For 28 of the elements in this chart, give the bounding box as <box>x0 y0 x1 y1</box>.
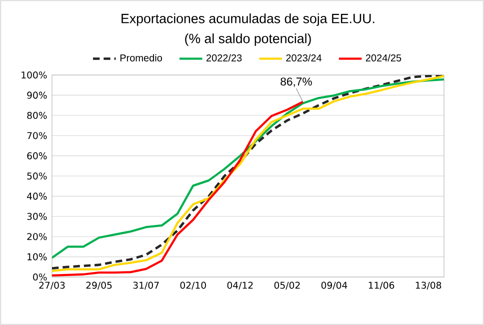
legend-label: 2022/23 <box>206 54 242 62</box>
y-tick-label: 50% <box>27 172 47 180</box>
x-tick-label: 02/10 <box>180 282 206 290</box>
x-tick-label: 27/03 <box>39 282 65 290</box>
y-tick-label: 10% <box>28 253 47 260</box>
x-tick-label: 11/06 <box>368 282 394 290</box>
y-tick-label: 0% <box>33 273 47 281</box>
x-tick-label: 13/08 <box>416 282 442 290</box>
annotation: 86,7% <box>280 78 312 87</box>
y-tick-label: 100% <box>22 71 47 79</box>
y-tick-label: 30% <box>27 212 47 220</box>
line-series <box>52 100 304 276</box>
x-tick-label: 05/02 <box>274 282 300 290</box>
chart-subtitle: (% al saldo potencial) <box>185 33 311 46</box>
y-tick-label: 20% <box>27 233 47 240</box>
legend-label: 2024/25 <box>366 54 402 62</box>
x-tick-label: 09/04 <box>321 282 348 290</box>
y-tick-label: 90% <box>27 92 47 99</box>
x-tick-label: 29/05 <box>86 282 112 290</box>
chart-title: Exportaciones acumuladas de soja EE.UU. <box>122 13 374 26</box>
legend-label: 2023/24 <box>286 54 322 62</box>
x-tick-label: 31/07 <box>133 282 159 290</box>
y-tick-label: 40% <box>27 192 47 200</box>
legend-label: Promedio <box>120 54 162 62</box>
x-tick-label: 04/12 <box>227 282 253 290</box>
y-tick-label: 60% <box>27 152 47 160</box>
y-tick-label: 80% <box>27 112 47 119</box>
y-tick-label: 70% <box>27 132 47 140</box>
